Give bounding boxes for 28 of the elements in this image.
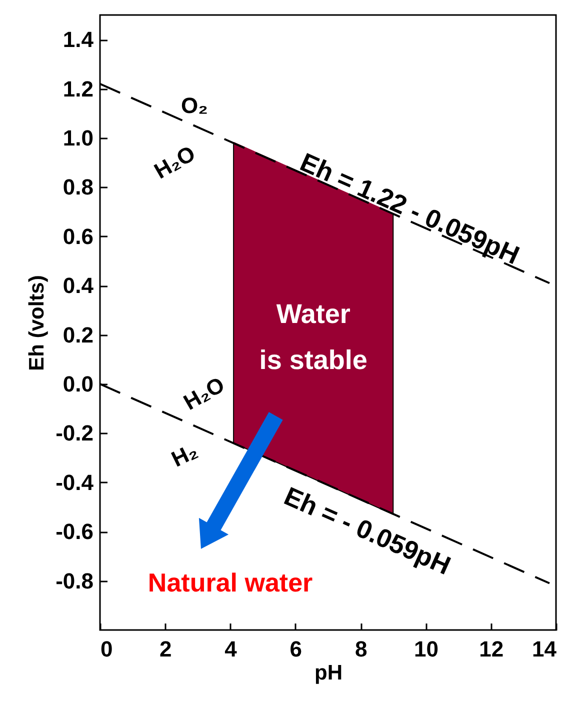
y-tick-label: -0.4: [56, 470, 94, 495]
x-tick-label: 10: [414, 636, 438, 662]
x-axis-title: pH: [314, 662, 342, 684]
x-tick-label: 14: [532, 636, 558, 662]
annotation: Water is stable: [259, 299, 368, 376]
annotation: H₂: [167, 438, 202, 472]
y-tick-label: 0.6: [62, 224, 94, 249]
x-tick-label: 6: [290, 636, 302, 662]
y-tick-label: -0.8: [56, 568, 94, 594]
x-tick-label: 0: [100, 636, 113, 662]
y-tick-label: -0.6: [56, 519, 94, 544]
x-tick-label: 2: [160, 636, 172, 662]
y-tick-label: 0.8: [62, 174, 94, 200]
y-tick-label: 1.0: [62, 126, 94, 150]
annotation: Natural water: [148, 567, 313, 598]
annotation: H₂O: [150, 140, 200, 184]
y-tick-label: -0.2: [56, 420, 94, 446]
x-tick-label: 4: [224, 636, 238, 662]
y-axis-title: Eh (volts): [26, 275, 49, 371]
annotation: H₂O: [179, 372, 229, 415]
y-tick-label: 1.2: [62, 76, 94, 102]
x-tick-label: 8: [354, 636, 368, 662]
y-tick-label: 1.4: [62, 27, 94, 52]
y-tick-label: 0.2: [62, 322, 94, 348]
annotation: O₂: [181, 93, 208, 118]
x-tick-label: 12: [479, 636, 504, 662]
y-tick-label: 0.0: [62, 372, 94, 396]
y-tick-label: 0.4: [62, 273, 94, 298]
